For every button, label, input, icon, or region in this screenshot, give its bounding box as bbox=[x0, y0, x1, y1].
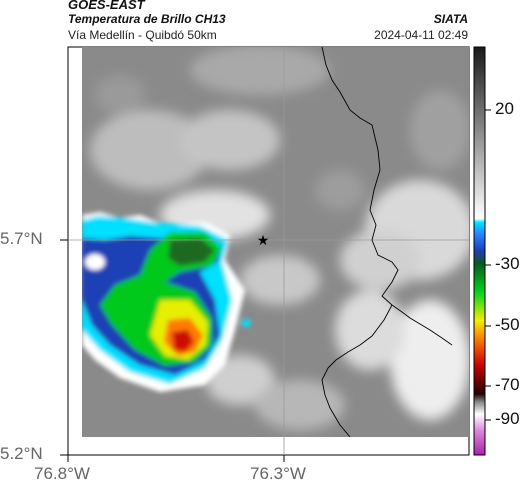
cloud-field bbox=[82, 47, 469, 437]
satellite-title: GOES-EAST bbox=[68, 0, 145, 12]
colorbar-label-minus30: -30 bbox=[495, 254, 520, 273]
datetime-label: 2024-04-11 02:49 bbox=[374, 28, 468, 42]
lat-label-5-7: 5.7°N bbox=[0, 229, 43, 248]
colorbar-label-minus50: -50 bbox=[495, 315, 520, 334]
org-label: SIATA bbox=[433, 12, 468, 26]
lon-label-76-8: 76.8°W bbox=[34, 464, 90, 483]
star-icon: ★ bbox=[257, 232, 270, 248]
colorbar-label-minus90: -90 bbox=[495, 409, 520, 428]
lon-label-76-3: 76.3°W bbox=[250, 464, 306, 483]
colorbar-label-minus70: -70 bbox=[495, 375, 520, 394]
lat-label-5-2: 5.2°N bbox=[0, 444, 43, 463]
region-label: Vía Medellín - Quibdó 50km bbox=[68, 28, 217, 42]
department-border bbox=[321, 47, 453, 437]
product-title: Temperatura de Brillo CH13 bbox=[68, 12, 226, 26]
colorbar-label-20: 20 bbox=[495, 99, 514, 118]
colorbar bbox=[473, 46, 486, 456]
